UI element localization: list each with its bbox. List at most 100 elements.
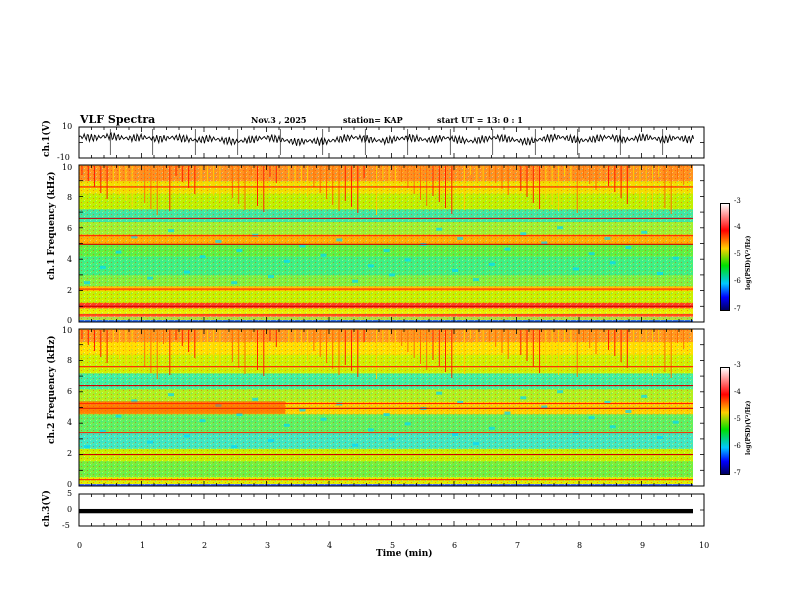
ch1-spec-patch — [147, 276, 154, 280]
ch2-spec-patch — [488, 426, 495, 430]
ch3-wave-tick-label: 0 — [67, 505, 73, 514]
x-tick-label: 0 — [77, 541, 83, 550]
ch2-spec-patch — [283, 423, 290, 427]
ch1-colorbar — [720, 203, 730, 311]
ch3-waveform-ylabel: ch.3(V) — [42, 490, 52, 527]
ch2-colorbar-tick: -5 — [734, 415, 741, 423]
ch2-spectrogram-panel — [78, 328, 705, 487]
ch2-spec-patch — [604, 400, 611, 404]
ch2-spec-patch — [367, 428, 374, 432]
ch2-spec-patch — [541, 405, 548, 409]
ch2-spec-patch — [320, 417, 327, 421]
x-tick-label: 2 — [202, 541, 208, 550]
x-tick-label: 9 — [640, 541, 646, 550]
ch1-spec-texture — [79, 165, 693, 322]
x-tick-label: 3 — [265, 541, 271, 550]
ch1-colorbar-tick: -5 — [734, 250, 741, 258]
ch2-spec-patch — [252, 397, 259, 401]
ch2-spec-patch — [236, 413, 243, 417]
ch1-spec-patch — [641, 230, 648, 234]
x-tick-label: 4 — [327, 541, 333, 550]
x-tick-label: 1 — [140, 541, 146, 550]
ch1-spec-patch — [625, 246, 632, 249]
ch1-spec-patch — [473, 278, 479, 282]
ch2-spec-patch — [520, 396, 527, 400]
ch1-colorbar-tick: -6 — [734, 277, 741, 285]
ch1-waveform-ylabel: ch.1(V) — [42, 120, 52, 157]
ch1-spec-patch — [383, 249, 390, 253]
ch2-spec-patch — [625, 410, 632, 413]
ch3-wave-tick-label: -5 — [62, 521, 70, 530]
ch1-spec-patch — [131, 235, 138, 239]
ch1-spec-patch — [199, 255, 206, 259]
ch1-spec-tick-label: 8 — [67, 193, 73, 202]
ch1-spec-patch — [320, 253, 327, 257]
x-axis-label: Time (min) — [376, 549, 433, 559]
ch1-spec-tick-label: 4 — [67, 255, 73, 264]
ch1-spec-patch — [588, 252, 595, 256]
ch1-spec-patch — [657, 272, 663, 275]
ch2-spec-patch — [131, 399, 138, 403]
ch1-colorbar-tick: -4 — [734, 223, 741, 231]
ch1-spec-patch — [604, 236, 611, 240]
ch2-colorbar-tick: -7 — [734, 469, 741, 477]
ch1-wave-tick-label: -10 — [57, 153, 70, 162]
ch1-spec-nodata — [693, 165, 704, 322]
chart-title: VLF Spectra — [80, 113, 156, 126]
ch2-spec-tick-label: 8 — [67, 356, 73, 365]
ch2-spectrogram-ylabel: ch.2 Frequency (kHz) — [47, 335, 57, 444]
ch1-spec-patch — [231, 281, 238, 285]
station-label: station= KAP — [343, 115, 403, 125]
ch2-spec-patch — [557, 390, 564, 394]
ch1-spec-patch — [557, 226, 564, 230]
ch2-spec-patch — [609, 425, 616, 429]
ch1-spec-patch — [504, 247, 511, 251]
ch2-spec-patch — [457, 400, 464, 404]
ch3-waveform-trace — [79, 508, 693, 514]
ch1-spec-patch — [168, 229, 175, 233]
ch1-spec-patch — [388, 273, 395, 277]
ch2-spec-tick-label: 2 — [67, 449, 73, 458]
ch2-spec-nodata — [693, 329, 704, 486]
ch1-spec-patch — [672, 256, 679, 260]
ch1-spec-patch — [283, 259, 290, 263]
ch2-spec-patch — [183, 434, 190, 438]
ch2-spec-patch — [383, 413, 390, 417]
ch2-spec-patch — [352, 443, 359, 447]
ch1-spec-tick-label: 6 — [67, 224, 73, 233]
x-tick-label: 5 — [390, 541, 396, 550]
ch2-spec-patch — [147, 440, 154, 444]
ch2-spec-tick-label: 4 — [67, 418, 73, 427]
ch2-spec-patch — [641, 394, 648, 398]
ch1-spec-patch — [609, 261, 616, 265]
ch2-spec-patch — [199, 419, 206, 423]
ch1-waveform-line — [78, 131, 695, 147]
ch2-colorbar-tick: -6 — [734, 442, 741, 450]
ch1-spec-patch — [520, 232, 527, 236]
x-tick-label: 6 — [452, 541, 458, 550]
ch1-spec-patch — [183, 270, 190, 274]
ch2-spec-patch — [657, 436, 663, 439]
ch1-spec-tick-label: 10 — [62, 163, 73, 172]
x-tick-label: 10 — [699, 541, 710, 550]
ch3-wave-tick-label: 5 — [67, 489, 73, 498]
ch2-colorbar-tick: -3 — [734, 361, 741, 369]
ch1-spec-tick-label: 2 — [67, 286, 73, 295]
ch1-spec-patch — [572, 267, 579, 271]
ch1-spec-patch — [452, 269, 458, 272]
ch1-spec-patch — [336, 238, 343, 242]
ch1-spec-patch — [367, 264, 374, 268]
ch1-colorbar-label: log(PSD)(V²/Hz) — [745, 235, 752, 290]
ch2-spec-patch — [388, 437, 395, 441]
ch2-spec-tick-label: 6 — [67, 387, 73, 396]
ch1-waveform-panel — [78, 126, 705, 159]
ch2-spec-patch — [404, 422, 411, 426]
ch1-spec-patch — [488, 262, 495, 266]
ch2-colorbar-label: log(PSD)(V²/Hz) — [745, 400, 752, 455]
ch2-spec-tick-label: 10 — [62, 326, 73, 335]
ch2-spec-hot-band — [79, 401, 286, 414]
ch1-spectrogram-panel — [78, 164, 705, 323]
ch2-spec-patch — [84, 445, 90, 449]
ch1-spec-patch — [84, 281, 90, 285]
